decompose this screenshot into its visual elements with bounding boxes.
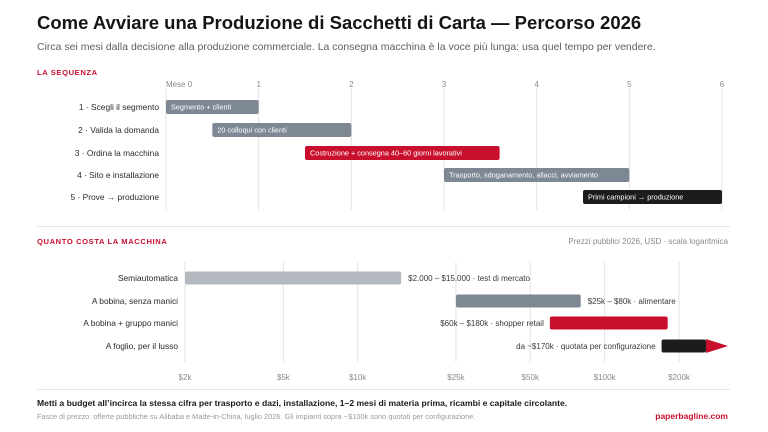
timeline-bar-label: Segmento + clienti [171, 103, 232, 112]
cost-range-bar [549, 316, 668, 330]
timeline-bar [583, 190, 722, 204]
cost-range-label: $60k – $180k · shopper retail [440, 319, 544, 328]
cost-range-label: $2.000 – $15.000 · test di mercato [408, 274, 530, 283]
cost-row-label: A bobina, senza manici [92, 296, 178, 306]
footer-divider [37, 389, 730, 390]
timeline-bar-label: Costruzione + consegna 40–60 giorni lavo… [310, 149, 462, 158]
timeline-tick-label: Mese 0 [166, 80, 193, 89]
timeline-row-label: 2 · Valida la domanda [78, 125, 159, 135]
page-subtitle: Circa sei mesi dalla decisione alla prod… [37, 41, 656, 53]
timeline-tick-label: 3 [442, 80, 447, 89]
cost-range-label: $25k – $80k · alimentare [588, 297, 677, 306]
footer-budget-note: Metti a budget all’incirca la stessa cif… [37, 398, 568, 408]
timeline-row-label: 4 · Sito e installazione [77, 170, 159, 180]
cost-section-title: QUANTO COSTA LA MACCHINA [37, 237, 168, 246]
timeline-chart: Mese 0 1 2 3 4 5 6 1 · Scegli il segmento Segmen… [71, 80, 725, 210]
cost-section-note: Prezzi pubblici 2026, USD · scala logari… [568, 237, 728, 246]
open-ended-arrow-icon [706, 339, 728, 353]
timeline-bar [212, 123, 352, 137]
timeline-bar [305, 146, 500, 160]
timeline-section-title: LA SEQUENZA [37, 68, 98, 77]
timeline-bar-label: Trasporto, sdoganamento, allacci, avviam… [449, 171, 598, 180]
cost-range-label: da ~$170k · quotata per configurazione [516, 342, 656, 351]
timeline-row-label: 5 · Prove → produzione [71, 192, 160, 202]
cost-tick-label: $5k [277, 373, 291, 382]
cost-tick-label: $100k [594, 373, 617, 382]
timeline-tick-label: 2 [349, 80, 354, 89]
cost-tick-label: $10k [349, 373, 367, 382]
timeline-tick-label: 4 [534, 80, 539, 89]
cost-row-label: A bobina + gruppo manici [83, 318, 178, 328]
cost-tick-label: $200k [668, 373, 691, 382]
timeline-bar [166, 100, 259, 114]
timeline-bar [444, 168, 630, 182]
timeline-row-label: 3 · Ordina la macchina [75, 148, 160, 158]
timeline-row-label: 1 · Scegli il segmento [79, 102, 159, 112]
timeline-bar-label: Primi campioni → produzione [588, 193, 683, 202]
cost-chart: $2k $5k $10k $25k $50k $100k $200k Semiautomati… [83, 262, 728, 382]
brand-link[interactable]: paperbagline.com [655, 411, 728, 421]
timeline-bar-label: 20 colloqui con clienti [217, 126, 287, 135]
cost-tick-label: $50k [522, 373, 540, 382]
cost-row-label: A foglio, per il lusso [106, 341, 178, 351]
cost-tick-label: $2k [179, 373, 193, 382]
section-divider [37, 226, 730, 227]
timeline-tick-label: 1 [256, 80, 261, 89]
page-title: Come Avviare una Produzione di Sacchetti… [37, 12, 642, 33]
timeline-tick-label: 6 [720, 80, 725, 89]
footer-source-note: Fasce di prezzo: offerte pubbliche su Al… [37, 412, 476, 421]
cost-range-bar [455, 294, 581, 308]
cost-row-label: Semiautomatica [118, 273, 178, 283]
cost-range-bar [661, 339, 706, 353]
cost-range-bar [185, 271, 402, 285]
timeline-tick-label: 5 [627, 80, 632, 89]
cost-tick-label: $25k [447, 373, 465, 382]
